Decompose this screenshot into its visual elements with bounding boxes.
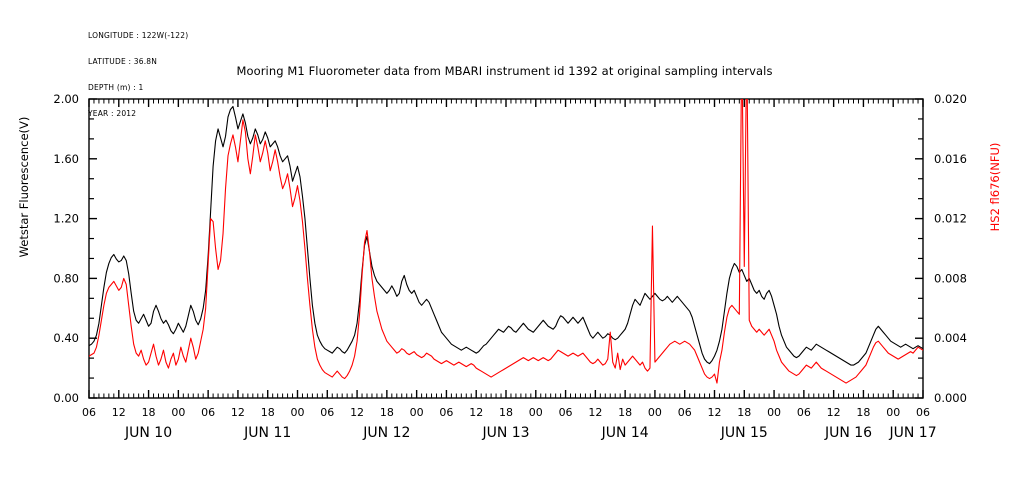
x-hour-label: 18 (261, 406, 275, 419)
x-day-label: JUN 16 (824, 425, 872, 441)
x-day-label: JUN 11 (243, 425, 291, 441)
x-hour-label: 12 (827, 406, 841, 419)
x-hour-label: 00 (886, 406, 900, 419)
y-tick-label-right: 0.008 (934, 271, 967, 285)
chart-title: Mooring M1 Fluorometer data from MBARI i… (236, 64, 773, 78)
x-hour-label: 06 (439, 406, 453, 419)
y-tick-label-right: 0.004 (934, 331, 967, 345)
x-day-label: JUN 14 (601, 425, 649, 441)
x-hour-label: 18 (499, 406, 513, 419)
x-hour-label: 06 (797, 406, 811, 419)
data-series-group (89, 99, 923, 384)
y-tick-label-left: 2.00 (53, 92, 79, 106)
x-day-label: JUN 13 (481, 425, 529, 441)
y-tick-label-left: 1.60 (53, 152, 79, 166)
series-line-hs2 (89, 99, 923, 384)
y-tick-label-left: 0.80 (53, 271, 79, 285)
x-hour-label: 12 (112, 406, 126, 419)
y-tick-label-right: 0.000 (934, 391, 967, 405)
latitude-label: LATITUDE : 36.8N (88, 56, 158, 66)
x-hour-label: 06 (82, 406, 96, 419)
axes-group: 0.00 0.40 0.80 1.20 1.60 2.00 0.000 0.004 0.008 0… (53, 92, 967, 405)
x-hour-label: 06 (559, 406, 573, 419)
y-tick-label-left: 0.00 (53, 391, 79, 405)
y-tick-label-right: 0.016 (934, 152, 967, 166)
x-hour-label: 12 (350, 406, 364, 419)
metadata-block: LONGITUDE : 122W(-122) LATITUDE : 36.8N … (88, 15, 188, 135)
x-hour-label: 18 (380, 406, 394, 419)
x-hour-label: 00 (529, 406, 543, 419)
depth-label: DEPTH (m) : 1 (88, 82, 144, 92)
x-hour-label: 06 (678, 406, 692, 419)
y-tick-label-left: 1.20 (53, 212, 79, 226)
x-hour-label: 00 (410, 406, 424, 419)
x-hour-label: 12 (588, 406, 602, 419)
year-label: YEAR : 2012 (88, 108, 137, 118)
x-day-label: JUN 17 (889, 425, 937, 441)
x-hour-label: 12 (708, 406, 722, 419)
x-day-label: JUN 10 (124, 425, 172, 441)
x-hour-label: 00 (648, 406, 662, 419)
x-hour-label: 12 (231, 406, 245, 419)
x-day-label: JUN 15 (720, 425, 768, 441)
y-axis-label-right: HS2 fl676(NFU) (988, 142, 1002, 232)
y-tick-label-left: 0.40 (53, 331, 79, 345)
y-tick-label-right: 0.012 (934, 212, 967, 226)
x-hour-label: 00 (767, 406, 781, 419)
longitude-label: LONGITUDE : 122W(-122) (88, 31, 189, 41)
plot-frame (88, 98, 924, 399)
x-hour-label: 12 (469, 406, 483, 419)
x-axis-group: 06 12 18 00 06 12 18 00 06 12 18 00 06 12 18 00 06 12 18 00… (82, 99, 937, 441)
x-day-label: JUN 12 (362, 425, 410, 441)
x-hour-label: 18 (856, 406, 870, 419)
y-axis-label-left: Wetstar Fluorescence(V) (17, 116, 31, 258)
series-line-wetstar (89, 105, 923, 366)
x-hour-label: 06 (201, 406, 215, 419)
x-hour-label: 00 (171, 406, 185, 419)
y-tick-label-right: 0.020 (934, 92, 967, 106)
x-hour-label: 06 (916, 406, 930, 419)
x-hour-label: 06 (320, 406, 334, 419)
x-hour-label: 18 (142, 406, 156, 419)
x-hour-label: 00 (291, 406, 305, 419)
x-hour-label: 18 (737, 406, 751, 419)
x-hour-label: 18 (618, 406, 632, 419)
